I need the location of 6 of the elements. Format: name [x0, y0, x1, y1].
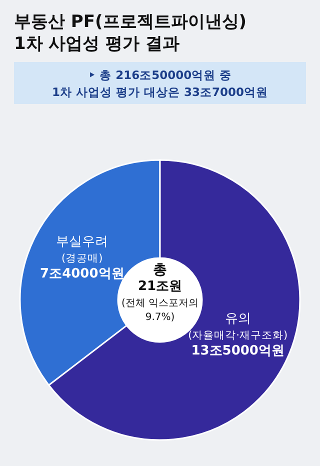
- chart-subtitle: ‣ 총 216조50000억원 중 1차 사업성 평가 대상은 33조7000억원: [52, 68, 268, 99]
- slice-label: 부실우려 (경공매): [56, 234, 108, 265]
- data-label: 13조5000억원: [191, 343, 284, 358]
- slice-label: 유의 (자율매각·재구조화): [188, 311, 288, 342]
- data-label: 7조4000억원: [40, 266, 124, 282]
- chart-title: 부동산 PF(프로젝트파이낸싱) 1차 사업성 평가 결과: [14, 12, 247, 54]
